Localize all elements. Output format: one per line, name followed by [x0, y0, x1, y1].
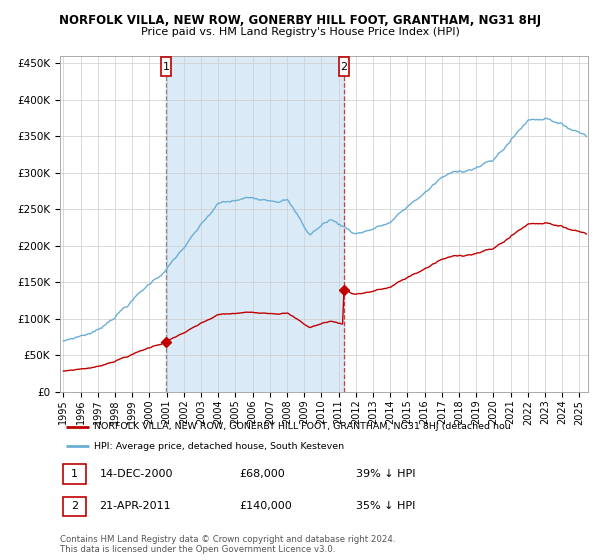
FancyBboxPatch shape: [161, 58, 170, 77]
Text: 39% ↓ HPI: 39% ↓ HPI: [356, 469, 415, 479]
Text: 2: 2: [71, 501, 78, 511]
Text: 2: 2: [340, 62, 347, 72]
Text: NORFOLK VILLA, NEW ROW, GONERBY HILL FOOT, GRANTHAM, NG31 8HJ (detached hou: NORFOLK VILLA, NEW ROW, GONERBY HILL FOO…: [94, 422, 511, 431]
Text: 35% ↓ HPI: 35% ↓ HPI: [356, 501, 415, 511]
FancyBboxPatch shape: [339, 58, 349, 77]
Text: 14-DEC-2000: 14-DEC-2000: [100, 469, 173, 479]
Text: HPI: Average price, detached house, South Kesteven: HPI: Average price, detached house, Sout…: [94, 442, 344, 451]
Text: Contains HM Land Registry data © Crown copyright and database right 2024.
This d: Contains HM Land Registry data © Crown c…: [60, 535, 395, 554]
Text: 1: 1: [163, 62, 169, 72]
Text: £68,000: £68,000: [239, 469, 285, 479]
Text: NORFOLK VILLA, NEW ROW, GONERBY HILL FOOT, GRANTHAM, NG31 8HJ: NORFOLK VILLA, NEW ROW, GONERBY HILL FOO…: [59, 14, 541, 27]
FancyBboxPatch shape: [62, 497, 86, 516]
FancyBboxPatch shape: [62, 464, 86, 484]
Text: Price paid vs. HM Land Registry's House Price Index (HPI): Price paid vs. HM Land Registry's House …: [140, 27, 460, 37]
Text: 21-APR-2011: 21-APR-2011: [100, 501, 171, 511]
Text: 1: 1: [71, 469, 78, 479]
Bar: [166, 56, 344, 392]
Text: £140,000: £140,000: [239, 501, 292, 511]
